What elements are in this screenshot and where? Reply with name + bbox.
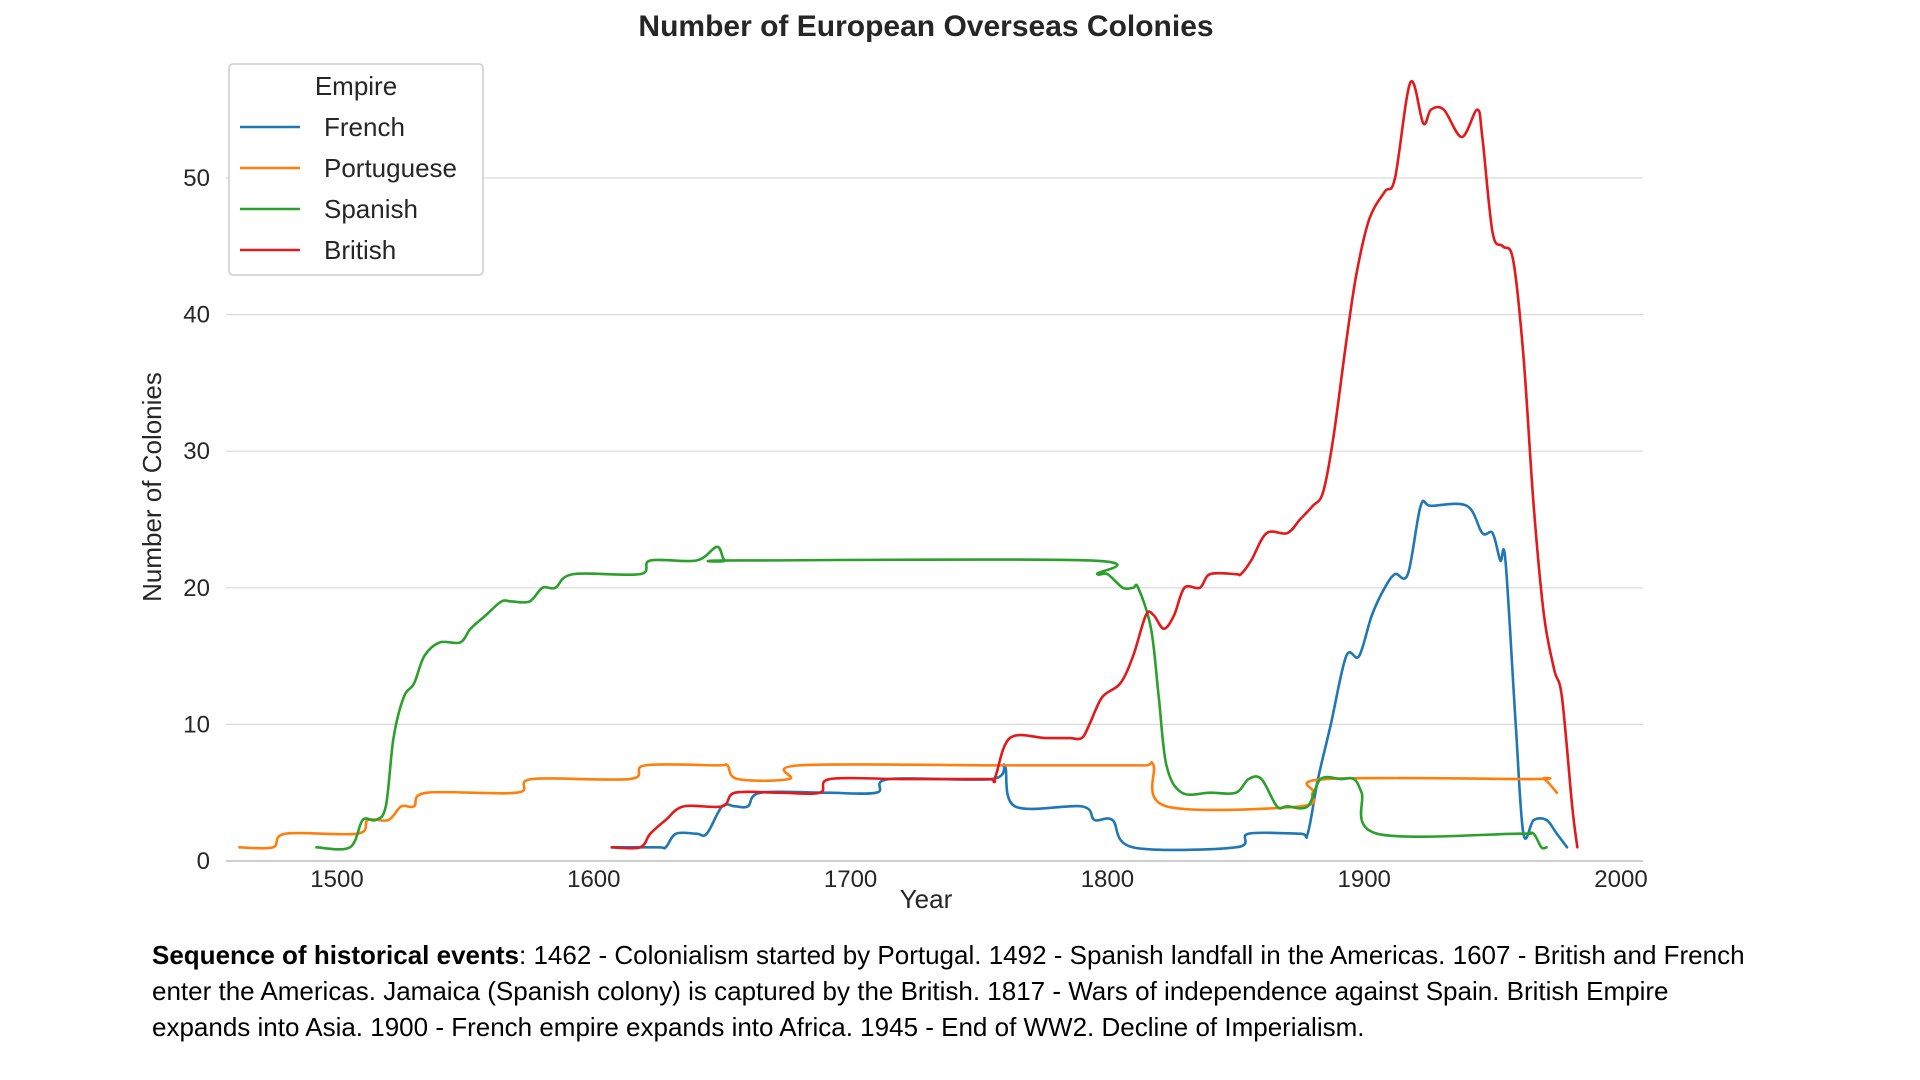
series-lines <box>238 80 1579 852</box>
legend-entry-british: British <box>240 235 396 265</box>
x-tick-label: 1600 <box>567 866 620 893</box>
x-tick-label: 1800 <box>1081 866 1134 893</box>
legend-entry-french: French <box>240 112 405 142</box>
legend-entry-portuguese: Portuguese <box>240 153 457 183</box>
series-line-british <box>610 80 1579 850</box>
legend-label: Spanish <box>324 194 418 224</box>
x-tick-label: 1700 <box>824 866 877 893</box>
caption-heading: Sequence of historical events <box>152 940 520 970</box>
y-tick-label: 40 <box>183 302 210 329</box>
legend-title: Empire <box>315 71 397 101</box>
y-tick-label: 50 <box>183 165 210 192</box>
x-axis-label: Year <box>900 884 953 914</box>
caption: Sequence of historical events: 1462 - Co… <box>152 937 1752 1045</box>
y-tick-label: 0 <box>197 848 210 875</box>
caption-text: : 1462 - Colonialism started by Portugal… <box>152 940 1745 1042</box>
series-line-spanish <box>315 545 1548 851</box>
legend-entry-spanish: Spanish <box>240 194 418 224</box>
y-axis-label: Number of Colonies <box>137 372 167 602</box>
x-tick-label: 2000 <box>1594 866 1647 893</box>
tick-labels: 0 10 20 30 40 50 1500 1600 1700 1800 1900 2000 <box>183 165 1647 893</box>
legend-box <box>228 63 484 276</box>
series-line-portuguese <box>238 761 1559 850</box>
y-tick-label: 10 <box>183 711 210 738</box>
x-tick-label: 1500 <box>310 866 363 893</box>
legend-label: Portuguese <box>324 153 457 183</box>
chart-title: Number of European Overseas Colonies <box>638 10 1213 43</box>
legend-label: French <box>324 112 405 142</box>
y-tick-label: 30 <box>183 438 210 465</box>
legend-label: British <box>324 235 396 265</box>
series-line-french <box>610 499 1569 852</box>
legend: Empire French Portuguese Spanish British <box>228 63 484 276</box>
grid <box>226 177 1643 862</box>
x-tick-label: 1900 <box>1338 866 1391 893</box>
y-tick-label: 20 <box>183 575 210 602</box>
